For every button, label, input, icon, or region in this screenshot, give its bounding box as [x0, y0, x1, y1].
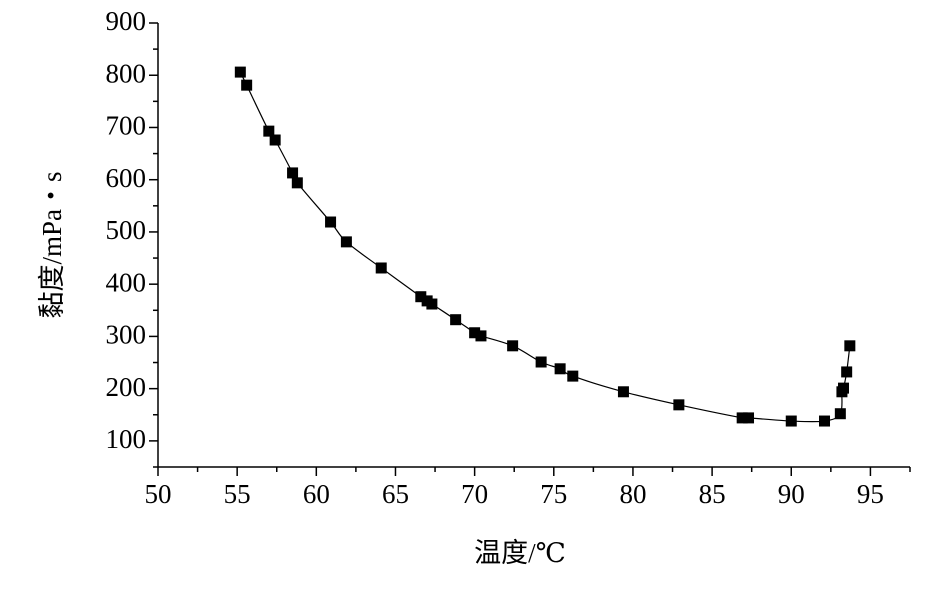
y-tick-label: 100: [106, 424, 147, 454]
data-point: [241, 79, 253, 91]
y-tick-label: 900: [106, 6, 147, 36]
x-tick-label: 80: [619, 479, 646, 509]
x-tick-label: 60: [303, 479, 330, 509]
y-tick-label: 600: [106, 163, 147, 193]
data-point: [287, 167, 299, 179]
data-point: [841, 366, 853, 378]
data-point: [567, 370, 579, 382]
data-point: [743, 412, 755, 424]
data-point: [535, 356, 547, 368]
y-tick-label: 400: [106, 267, 147, 297]
data-point: [554, 363, 566, 375]
x-tick-label: 85: [699, 479, 726, 509]
data-point: [475, 330, 487, 342]
x-axis-title: 温度/℃: [474, 538, 566, 568]
data-point: [340, 236, 352, 248]
data-point: [469, 327, 481, 339]
data-point: [838, 382, 850, 394]
data-point: [263, 125, 275, 137]
x-tick-label: 90: [778, 479, 805, 509]
x-tick-label: 95: [857, 479, 884, 509]
data-point: [375, 262, 387, 274]
data-point: [269, 134, 281, 146]
y-tick-label: 300: [106, 320, 147, 350]
data-point: [844, 340, 856, 352]
x-tick-label: 50: [145, 479, 172, 509]
y-tick-label: 700: [106, 111, 147, 141]
data-point: [415, 291, 427, 303]
y-tick-label: 500: [106, 215, 147, 245]
y-tick-label: 200: [106, 372, 147, 402]
data-point: [507, 340, 519, 352]
data-point: [736, 412, 748, 424]
y-tick-label: 800: [106, 58, 147, 88]
data-point: [834, 408, 846, 420]
data-point: [291, 177, 303, 189]
data-point: [325, 216, 337, 228]
data-point: [617, 386, 629, 398]
data-line: [239, 71, 851, 423]
x-tick-label: 65: [382, 479, 409, 509]
data-point: [819, 415, 831, 427]
data-point: [450, 314, 462, 326]
x-tick-label: 55: [224, 479, 251, 509]
y-axis-title: 黏度/mPa・s: [37, 171, 67, 318]
data-point: [673, 399, 685, 411]
x-tick-label: 75: [540, 479, 567, 509]
data-point: [234, 66, 246, 78]
data-point: [785, 415, 797, 427]
data-point: [426, 298, 438, 310]
x-tick-label: 70: [461, 479, 488, 509]
